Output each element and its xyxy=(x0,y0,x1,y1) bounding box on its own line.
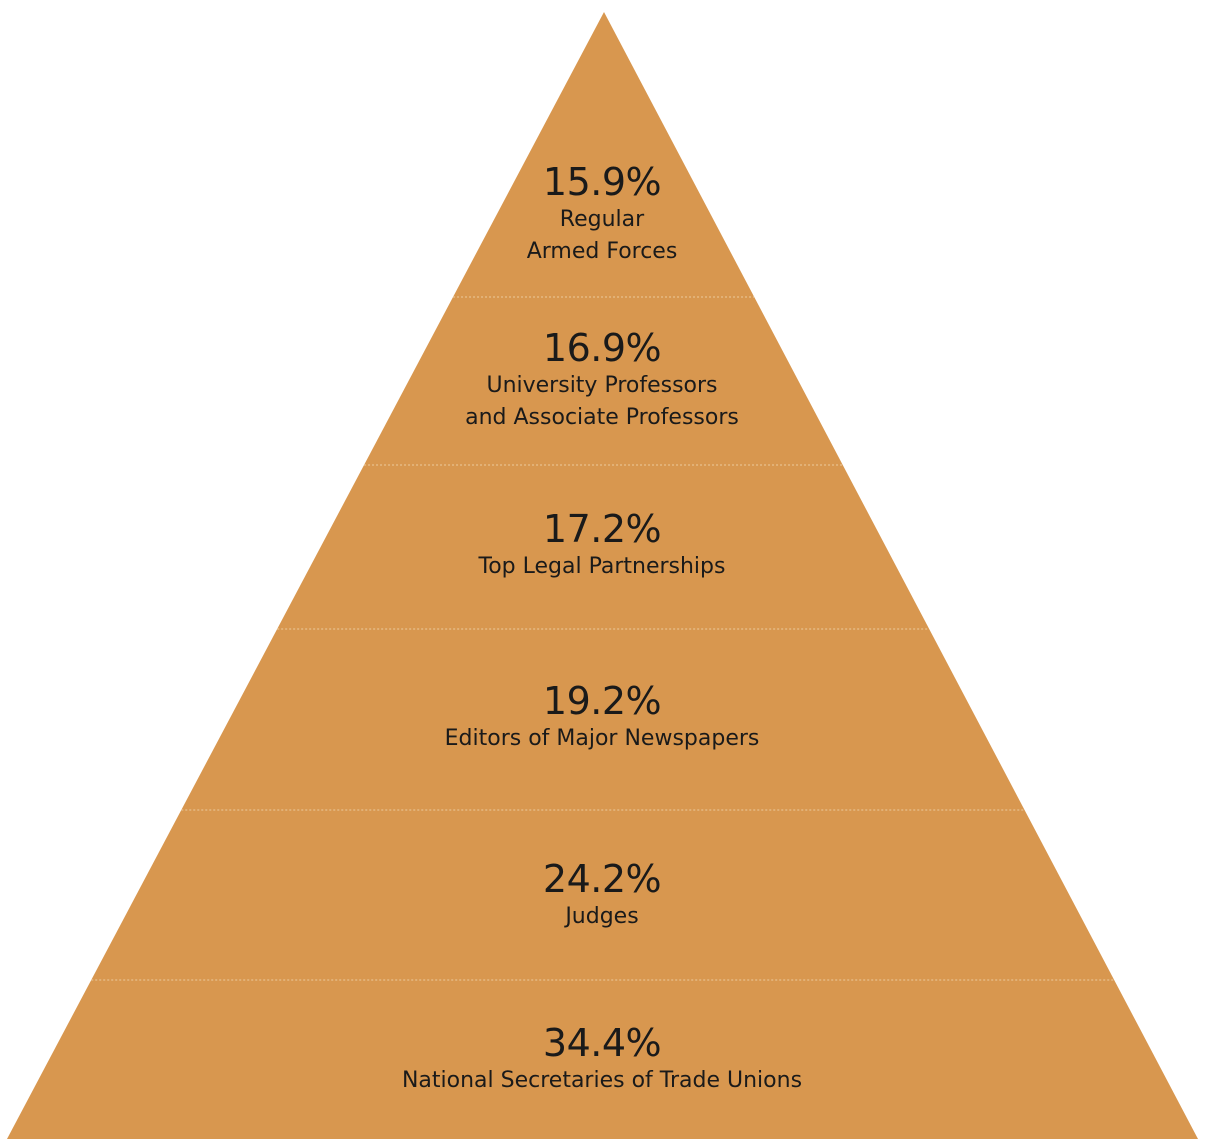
tier-label: Editors of Major Newspapers xyxy=(444,726,760,751)
tier-4: 24.2% Judges xyxy=(302,857,902,933)
tier-1: 16.9% University Professors and Associat… xyxy=(302,326,902,434)
tier-5: 34.4% National Secretaries of Trade Unio… xyxy=(302,1021,902,1097)
tier-3: 19.2% Editors of Major Newspapers xyxy=(302,679,902,755)
tier-2: 17.2% Top Legal Partnerships xyxy=(302,507,902,583)
tier-value: 15.9% xyxy=(542,160,662,204)
tier-label: Judges xyxy=(565,904,639,929)
tier-value: 16.9% xyxy=(542,326,662,370)
tier-value: 24.2% xyxy=(542,857,662,901)
tier-label: Top Legal Partnerships xyxy=(478,554,726,579)
tier-value: 34.4% xyxy=(542,1021,662,1065)
tier-value: 19.2% xyxy=(542,679,662,723)
tier-label: National Secretaries of Trade Unions xyxy=(401,1068,803,1093)
tier-0: 15.9% Regular Armed Forces xyxy=(302,160,902,268)
pyramid-shape xyxy=(7,12,1198,1139)
tier-value: 17.2% xyxy=(542,507,662,551)
tier-label: University Professors and Associate Prof… xyxy=(465,373,739,430)
tier-label: Regular Armed Forces xyxy=(526,207,678,264)
tier-dividers xyxy=(91,296,1115,981)
